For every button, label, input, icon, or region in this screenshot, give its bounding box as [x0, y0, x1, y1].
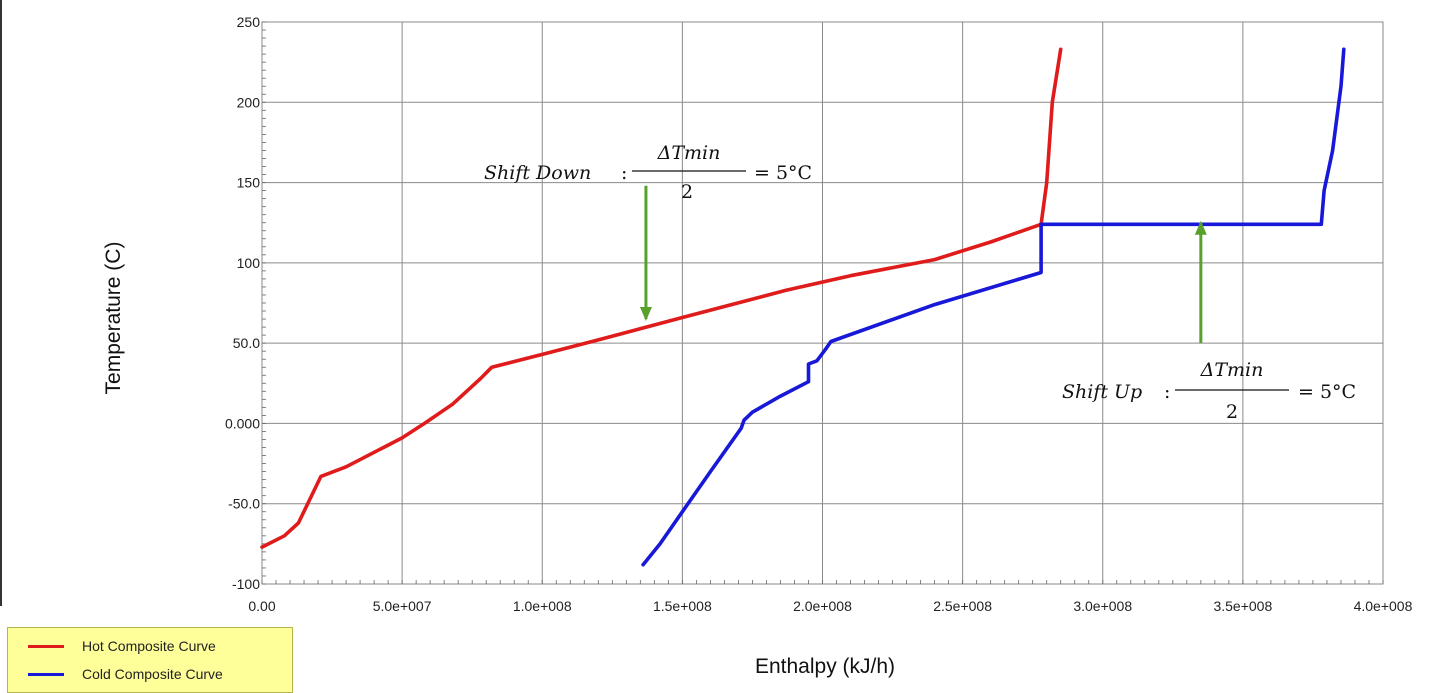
- shift-down-suffix: = 5°C: [754, 162, 812, 184]
- tick-labels: 0.00 5.0e+007 1.0e+008 1.5e+008 2.0e+008 2.5e…: [225, 14, 1413, 614]
- x-tick-label: 2.0e+008: [793, 598, 852, 614]
- cold-composite-curve-line: [641, 47, 1346, 567]
- shift-up-annotation: Shift Up : ΔTmin 2 = 5°C: [1062, 359, 1356, 423]
- shift-down-prefix: Shift Down: [484, 162, 591, 184]
- shift-up-numerator: ΔTmin: [1200, 359, 1264, 381]
- y-axis-title: Temperature (C): [102, 242, 125, 395]
- y-tick-label: 0.000: [225, 415, 260, 431]
- grid: [261, 21, 1384, 585]
- shift-down-arrow: [639, 185, 652, 322]
- legend-label-hot: Hot Composite Curve: [82, 638, 216, 654]
- x-tick-label: 3.5e+008: [1213, 598, 1272, 614]
- shift-down-numerator: ΔTmin: [657, 142, 721, 164]
- x-tick-label: 5.0e+007: [373, 598, 432, 614]
- window-left-border: [0, 0, 2, 606]
- axes: [261, 21, 1384, 585]
- shift-up-colon: :: [1164, 381, 1170, 403]
- y-tick-label: -50.0: [228, 496, 260, 512]
- legend: Hot Composite Curve Cold Composite Curve: [7, 627, 293, 693]
- shift-up-arrow: [1194, 220, 1207, 344]
- shift-down-annotation: Shift Down : ΔTmin 2 = 5°C: [484, 142, 812, 203]
- shift-up-suffix: = 5°C: [1298, 381, 1356, 403]
- series-lines: [260, 47, 1346, 567]
- x-tick-label: 1.5e+008: [653, 598, 712, 614]
- shift-down-colon: :: [621, 162, 627, 184]
- shift-up-prefix: Shift Up: [1062, 381, 1142, 403]
- x-tick-label: 2.5e+008: [933, 598, 992, 614]
- y-tick-label: 200: [237, 94, 261, 110]
- legend-item-hot: Hot Composite Curve: [28, 636, 216, 656]
- y-tick-label: -100: [232, 576, 260, 592]
- shift-arrows: [639, 185, 1207, 344]
- x-axis-title: Enthalpy (kJ/h): [755, 655, 895, 678]
- shift-up-denominator: 2: [1226, 401, 1238, 423]
- x-tick-label: 3.0e+008: [1073, 598, 1132, 614]
- legend-label-cold: Cold Composite Curve: [82, 666, 223, 682]
- shift-down-denominator: 2: [681, 181, 693, 203]
- x-tick-label: 1.0e+008: [513, 598, 572, 614]
- y-tick-label: 250: [237, 14, 261, 30]
- x-tick-label: 0.00: [248, 598, 275, 614]
- y-tick-label: 150: [237, 175, 261, 191]
- y-tick-label: 50.0: [233, 335, 260, 351]
- x-tick-label: 4.0e+008: [1354, 598, 1413, 614]
- legend-item-cold: Cold Composite Curve: [28, 664, 223, 684]
- legend-swatch-hot: [28, 644, 64, 648]
- y-tick-label: 100: [237, 255, 261, 271]
- shift-up-arrow-head: [1194, 220, 1207, 235]
- legend-swatch-cold: [28, 672, 64, 676]
- shift-down-arrow-head: [639, 307, 652, 322]
- hot-composite-curve-line: [260, 47, 1063, 549]
